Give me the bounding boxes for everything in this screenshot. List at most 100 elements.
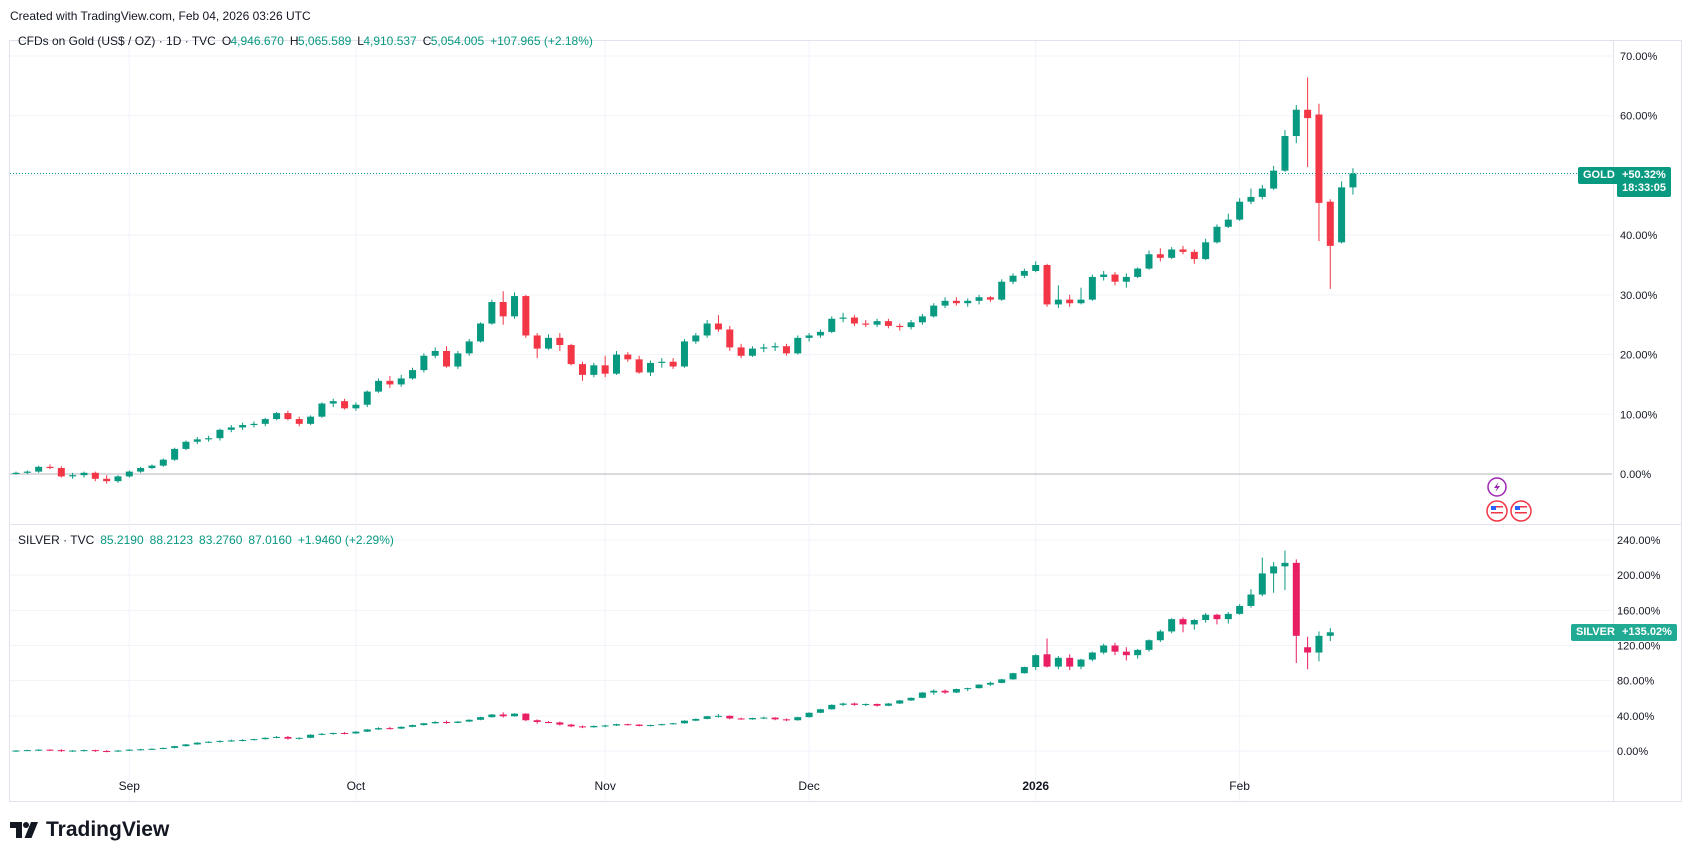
- gold-candle-body: [669, 361, 677, 367]
- gold-candle-body: [80, 472, 88, 476]
- gold-candle-body: [511, 296, 519, 317]
- gold-percent-label: +50.32%: [1622, 169, 1666, 181]
- gold-candle-body: [91, 472, 99, 479]
- gold-candle-body: [1292, 109, 1300, 137]
- silver-y-tick-label: 0.00%: [1617, 746, 1648, 758]
- silver-candle-body: [612, 724, 620, 726]
- silver-y-tick-label: 240.00%: [1617, 535, 1661, 547]
- gold-candle-body: [1122, 276, 1130, 282]
- silver-candle-body: [805, 712, 813, 718]
- gold-y-tick-label: 40.00%: [1620, 230, 1658, 242]
- silver-candle-body: [782, 719, 790, 721]
- silver-candle-body: [1066, 657, 1074, 667]
- gold-candle-body: [986, 297, 994, 300]
- gold-candle-body: [930, 305, 938, 317]
- silver-candle-body: [1270, 566, 1278, 574]
- silver-candle-body: [1304, 647, 1312, 653]
- silver-candle-body: [477, 717, 485, 720]
- gold-candle-body: [454, 353, 462, 367]
- gold-candle-body: [828, 318, 836, 332]
- silver-candle-body: [1281, 562, 1289, 567]
- silver-candle-body: [1202, 614, 1210, 621]
- gold-candle-body: [964, 300, 972, 304]
- gold-candle-body: [635, 359, 643, 373]
- silver-candle-body: [307, 734, 315, 738]
- silver-candle-body: [567, 724, 575, 727]
- chart-frame[interactable]: [9, 40, 1682, 802]
- gold-candle-body: [69, 475, 77, 477]
- silver-candle-body: [46, 749, 54, 751]
- gold-candle-body: [748, 348, 756, 356]
- gold-candle-body: [1270, 170, 1278, 189]
- gold-candle-body: [1168, 249, 1176, 258]
- silver-candle-body: [794, 717, 802, 721]
- gold-candle-body: [137, 468, 145, 472]
- x-tick-label: Dec: [798, 779, 819, 793]
- gold-candle-body: [522, 296, 530, 336]
- gold-candle-body: [499, 302, 507, 317]
- silver-candle-body: [91, 750, 99, 752]
- silver-change-value: +1.9460 (+2.29%): [297, 533, 394, 547]
- silver-candle-body: [69, 750, 77, 752]
- gold-candle-body: [1009, 275, 1017, 282]
- gold-candle-body: [952, 300, 960, 304]
- created-with-text: Created with TradingView.com, Feb 04, 20…: [10, 9, 311, 23]
- gold-candle-body: [873, 321, 881, 325]
- silver-candle-body: [533, 720, 541, 722]
- tradingview-logo[interactable]: TradingView: [10, 818, 169, 842]
- silver-candle-body: [748, 718, 756, 720]
- silver-candle-body: [964, 688, 972, 690]
- silver-candle-body: [261, 737, 269, 740]
- gold-price-badge: +50.32% 18:33:05: [1617, 167, 1672, 197]
- gold-candle-body: [375, 380, 383, 392]
- gold-candle-body: [386, 380, 394, 385]
- silver-candle-body: [284, 736, 292, 739]
- silver-candle-body: [556, 722, 564, 725]
- gold-candle-body: [703, 323, 711, 336]
- pane-separator[interactable]: [9, 524, 1682, 525]
- gold-candle-body: [726, 329, 734, 348]
- gold-candle-body: [1145, 254, 1153, 269]
- gold-candle-body: [579, 364, 586, 375]
- us-flag-canton: [1491, 506, 1496, 510]
- gold-legend[interactable]: CFDs on Gold (US$ / OZ) · 1D · TVC O 4,9…: [18, 34, 593, 48]
- gold-candle-body: [907, 322, 915, 328]
- silver-candle-body: [862, 703, 870, 705]
- gold-candle-body: [782, 346, 790, 354]
- gold-candle-body: [1349, 173, 1357, 188]
- silver-symbol-name[interactable]: SILVER · TVC: [18, 533, 95, 547]
- gold-candle-body: [488, 302, 496, 324]
- gold-candle-body: [273, 413, 281, 420]
- gold-candle-body: [216, 429, 224, 439]
- silver-candle-body: [714, 715, 722, 717]
- gold-candle-body: [103, 478, 111, 482]
- silver-y-tick-label: 200.00%: [1617, 570, 1661, 582]
- gold-candle-body: [862, 323, 870, 325]
- gold-candle-body: [1236, 201, 1244, 220]
- gold-candle-body: [261, 419, 269, 424]
- silver-candle-body: [216, 740, 224, 742]
- silver-candle-body: [850, 703, 858, 705]
- silver-candle-body: [873, 703, 881, 706]
- silver-y-tick-label: 160.00%: [1617, 605, 1661, 617]
- silver-legend[interactable]: SILVER · TVC 85.2190 88.2123 83.2760 87.…: [18, 533, 394, 547]
- gold-candle-body: [737, 347, 745, 356]
- gold-symbol-name[interactable]: CFDs on Gold (US$ / OZ) · 1D · TVC: [18, 34, 216, 48]
- silver-candle-body: [658, 724, 666, 726]
- gold-candle-body: [148, 465, 156, 469]
- silver-candle-body: [114, 750, 122, 752]
- silver-candle-body: [35, 749, 43, 751]
- silver-candle-body: [896, 700, 904, 704]
- gold-candle-body: [125, 471, 133, 477]
- silver-high-value: 88.2123: [149, 533, 194, 547]
- gold-symbol-badge: GOLD: [1578, 167, 1620, 184]
- silver-candle-body: [1032, 655, 1040, 668]
- gold-candle-body: [884, 321, 892, 326]
- gold-candle-body: [46, 466, 54, 469]
- gold-candle-body: [658, 361, 666, 363]
- us-flag-stripe: [1515, 515, 1527, 517]
- gold-candle-body: [805, 335, 813, 338]
- us-flag-stripe: [1491, 515, 1503, 517]
- gold-y-tick-label: 10.00%: [1620, 409, 1658, 421]
